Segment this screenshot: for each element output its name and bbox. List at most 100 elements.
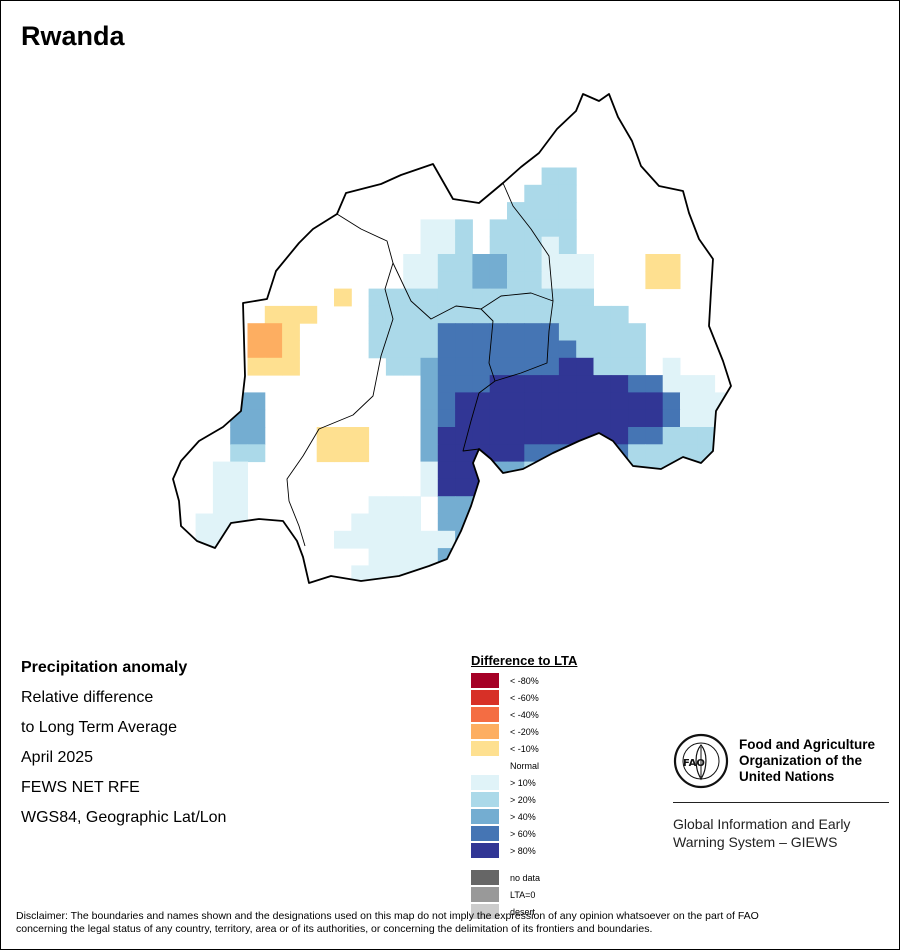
anomaly-cell [610, 444, 629, 463]
anomaly-cell [610, 375, 629, 393]
anomaly-cell [524, 513, 543, 532]
anomaly-cell [558, 305, 577, 324]
anomaly-cell [437, 254, 456, 272]
anomaly-cell [680, 513, 698, 532]
anomaly-cell [368, 530, 387, 549]
anomaly-cell [230, 565, 248, 583]
anomaly-cell [420, 271, 439, 290]
anomaly-cell [472, 548, 491, 566]
anomaly-cell [455, 271, 473, 290]
anomaly-cell [230, 496, 248, 514]
anomaly-cell [541, 305, 560, 324]
anomaly-cell [385, 288, 404, 307]
anomaly-cell [662, 254, 681, 272]
anomaly-cell [472, 305, 491, 324]
anomaly-cell [593, 409, 612, 428]
anomaly-cell [507, 530, 525, 549]
anomaly-cell [697, 513, 716, 532]
anomaly-cell [558, 184, 577, 203]
info-line1: Relative difference [21, 689, 154, 706]
anomaly-cell [628, 444, 646, 463]
anomaly-cell [524, 184, 543, 203]
anomaly-cell [420, 305, 439, 324]
anomaly-cell [697, 375, 716, 393]
anomaly-cell [247, 530, 266, 549]
anomaly-cell [385, 357, 404, 376]
anomaly-cell [558, 236, 577, 255]
anomaly-cell [368, 305, 387, 324]
anomaly-cell [680, 375, 698, 393]
legend-item: < -40% [471, 707, 539, 722]
anomaly-cell [368, 513, 387, 532]
anomaly-cell [628, 409, 646, 428]
anomaly-cell [541, 513, 560, 532]
anomaly-cell [368, 582, 387, 583]
anomaly-cell [576, 444, 594, 463]
anomaly-cell [403, 305, 421, 324]
anomaly-cell [662, 478, 681, 497]
anomaly-cell [489, 305, 508, 324]
anomaly-cell [403, 271, 421, 290]
anomaly-cell [420, 219, 439, 238]
anomaly-cell [507, 323, 525, 341]
anomaly-cell [541, 530, 560, 549]
anomaly-cell [385, 340, 404, 359]
legend-swatch [471, 775, 499, 790]
anomaly-cell [593, 444, 612, 463]
anomaly-cell [472, 617, 490, 635]
legend-label: < -60% [510, 692, 539, 703]
org-divider [673, 802, 889, 803]
anomaly-cell [421, 600, 439, 618]
legend-label: < -80% [510, 675, 539, 686]
anomaly-cell [680, 427, 698, 445]
anomaly-cell [645, 513, 664, 532]
anomaly-cell [420, 375, 439, 393]
anomaly-cell [558, 254, 577, 272]
anomaly-cell [403, 548, 421, 566]
anomaly-cell [524, 236, 543, 255]
anomaly-cell [455, 323, 473, 341]
legend-label: > 60% [510, 828, 536, 839]
anomaly-cell [524, 254, 543, 272]
anomaly-cell [610, 357, 629, 376]
anomaly-cell [507, 600, 525, 618]
anomaly-cell [282, 357, 300, 376]
anomaly-cell [369, 617, 387, 635]
anomaly-cell [697, 496, 716, 514]
legend-swatch [471, 724, 499, 739]
anomaly-cell [576, 340, 594, 359]
anomaly-cell [420, 357, 439, 376]
anomaly-cell [628, 496, 646, 514]
anomaly-cell [524, 375, 543, 393]
anomaly-cell [593, 478, 612, 497]
anomaly-cell [351, 427, 370, 445]
anomaly-cell [438, 600, 456, 618]
legend-label: desert [510, 906, 536, 917]
anomaly-cell [714, 478, 731, 497]
legend-title: Difference to LTA [471, 653, 578, 668]
info-projection: WGS84, Geographic Lat/Lon [21, 809, 227, 826]
legend-item: > 60% [471, 826, 536, 841]
anomaly-cell [541, 271, 560, 290]
legend-label: < -10% [510, 743, 539, 754]
anomaly-cell [420, 427, 439, 445]
anomaly-cell [576, 305, 594, 324]
anomaly-cell [489, 254, 508, 272]
anomaly-cell [524, 219, 543, 238]
anomaly-cell [212, 513, 231, 532]
province-boundary-north [480, 182, 554, 382]
anomaly-cell [385, 305, 404, 324]
anomaly-cell [455, 340, 473, 359]
anomaly-cell [610, 323, 629, 341]
legend-swatch [471, 904, 499, 919]
anomaly-cell [437, 478, 456, 497]
anomaly-cell [437, 461, 456, 480]
anomaly-cell [541, 323, 560, 341]
anomaly-cell [628, 375, 646, 393]
anomaly-cell [541, 202, 560, 220]
legend-item: < -20% [471, 724, 539, 739]
anomaly-cell [541, 254, 560, 272]
anomaly-cell [455, 409, 473, 428]
anomaly-cell [732, 427, 750, 445]
legend-swatch [471, 707, 499, 722]
